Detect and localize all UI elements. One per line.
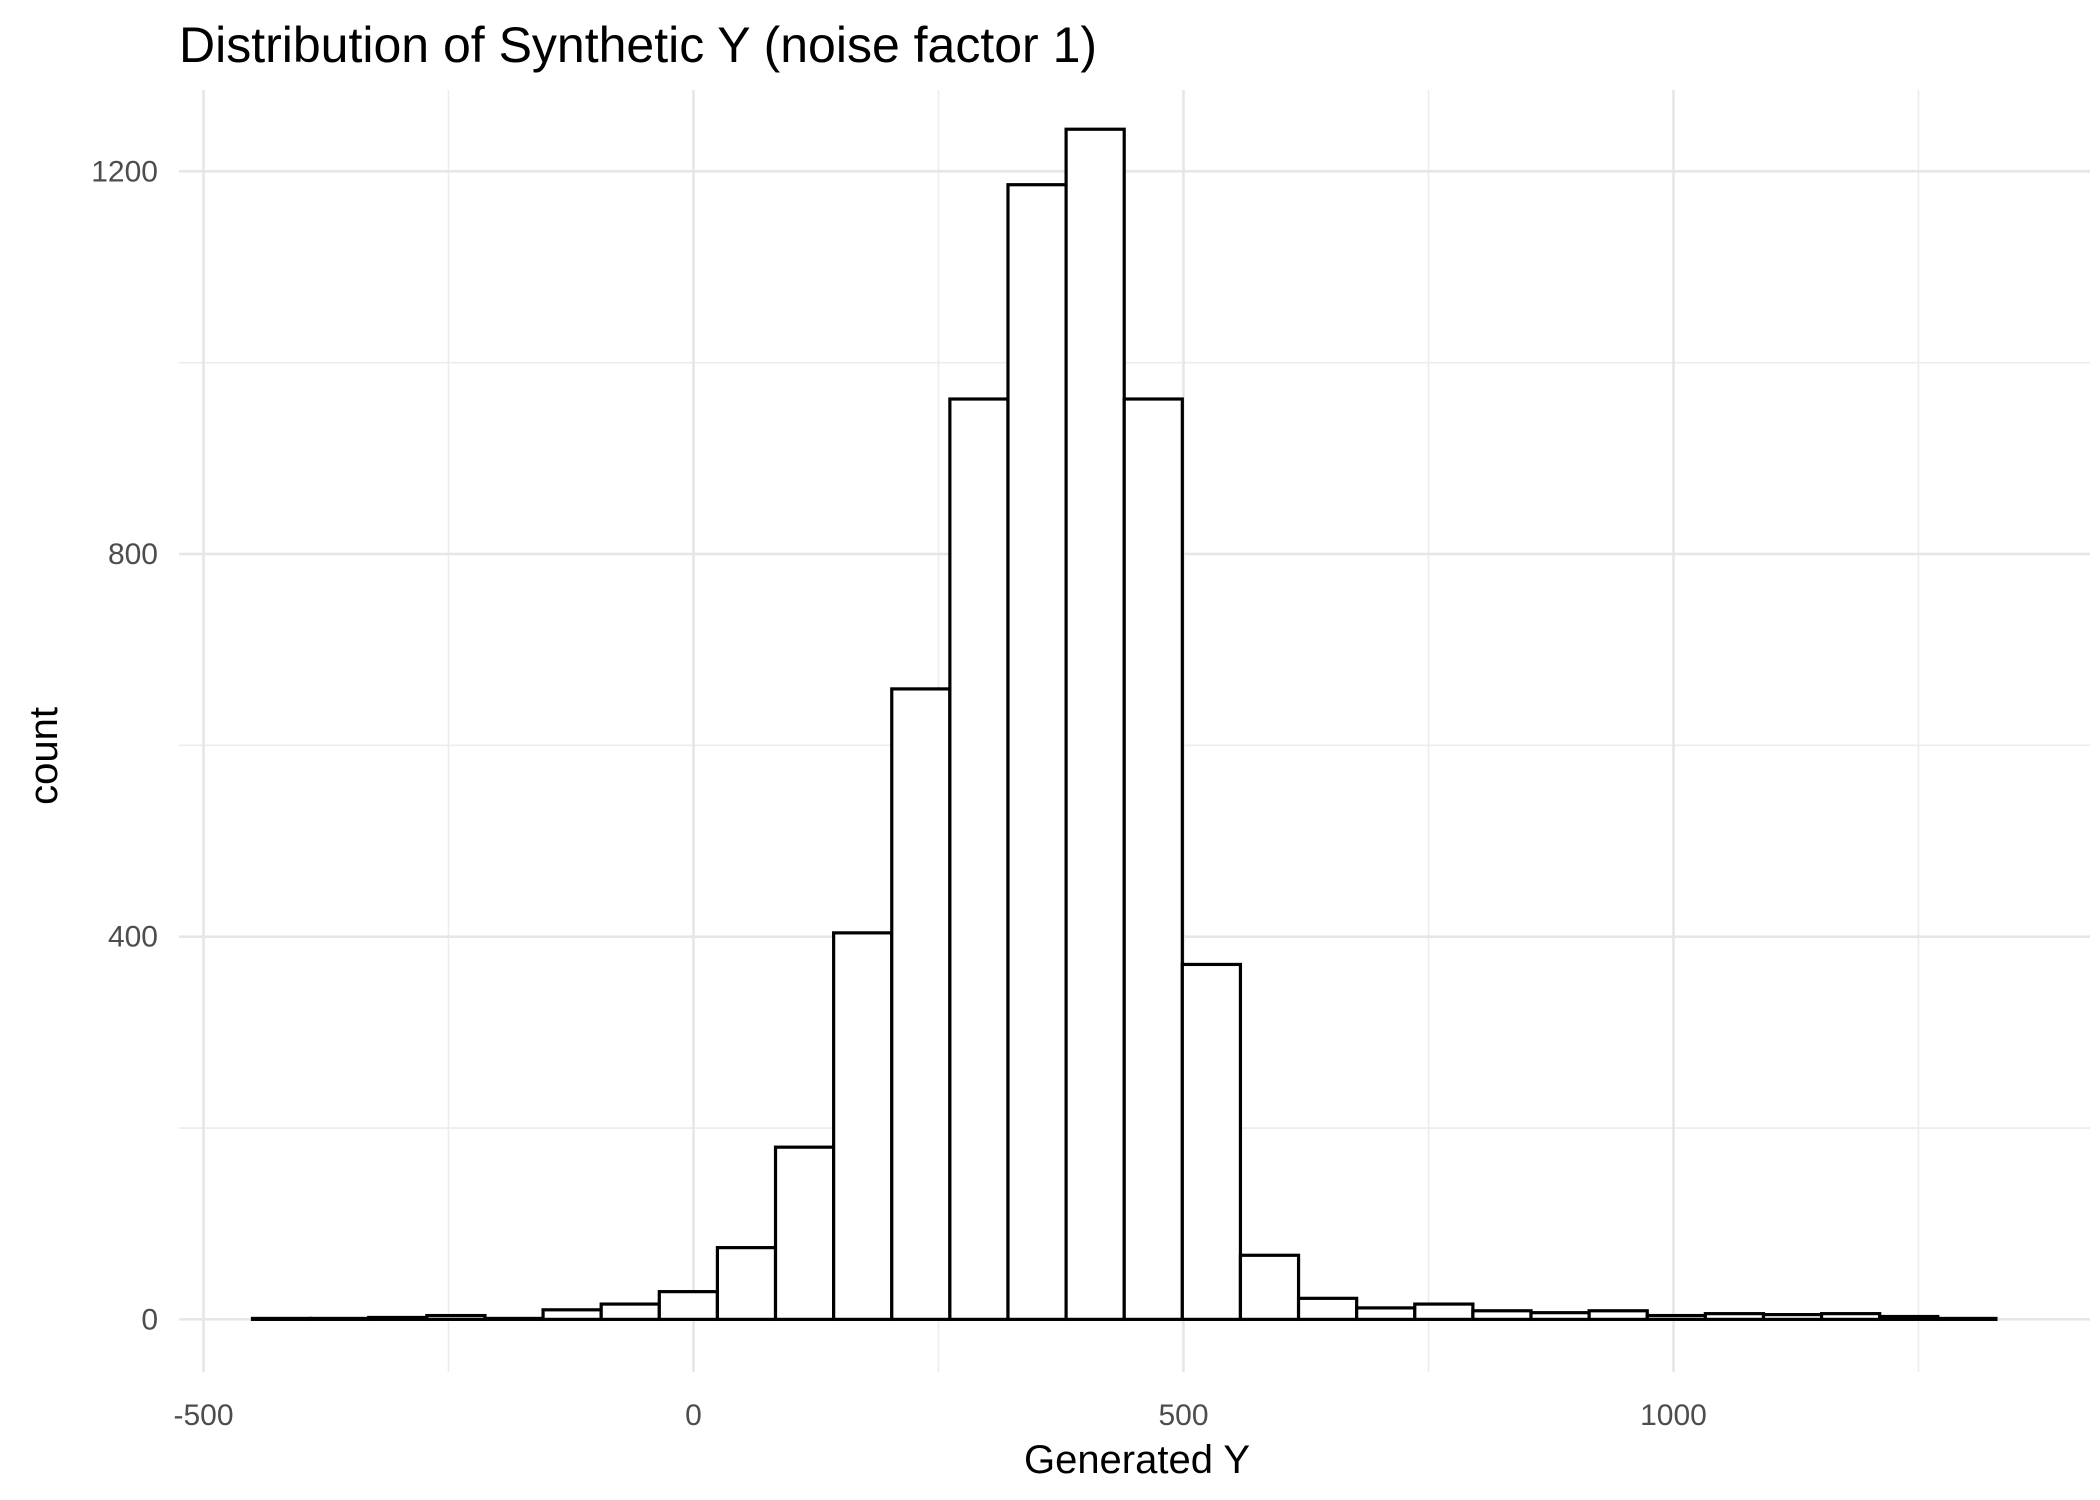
x-tick-label: 500 [1158, 1399, 1208, 1432]
histogram-bar [1413, 1302, 1475, 1321]
histogram-bar [1878, 1314, 1940, 1321]
histogram-bar [1122, 397, 1184, 1321]
histogram-bar [367, 1315, 429, 1321]
histogram-bar [890, 687, 952, 1321]
histogram-bar [1355, 1306, 1417, 1321]
histogram-bar [1761, 1312, 1824, 1321]
histogram-bar [1587, 1309, 1649, 1321]
histogram-bar [1006, 183, 1068, 1321]
histogram-bar [1296, 1296, 1359, 1321]
histogram-bars [250, 127, 1998, 1321]
x-axis-ticks: -500 0 500 1000 [173, 1399, 1706, 1432]
y-tick-label: 0 [141, 1303, 158, 1336]
histogram-bar [1703, 1312, 1766, 1321]
x-tick-label: -500 [173, 1399, 233, 1432]
histogram-bar [948, 397, 1010, 1321]
x-axis-title: Generated Y [1024, 1438, 1250, 1482]
histogram-bar [309, 1316, 371, 1321]
y-tick-label: 400 [108, 921, 158, 954]
histogram-bar [1936, 1316, 1998, 1321]
histogram-bar [541, 1308, 603, 1321]
histogram-bar [425, 1313, 487, 1321]
histogram-bar [1529, 1311, 1591, 1321]
histogram-bar [773, 1145, 836, 1321]
histogram-bar [1238, 1253, 1301, 1321]
histogram-bar [657, 1290, 720, 1321]
y-tick-label: 800 [108, 538, 158, 571]
x-tick-label: 1000 [1640, 1399, 1707, 1432]
x-tick-label: 0 [685, 1399, 702, 1432]
histogram-bar [715, 1246, 778, 1321]
histogram-bar [1180, 962, 1243, 1321]
chart-title: Distribution of Synthetic Y (noise facto… [179, 17, 1097, 73]
y-axis-title: count [22, 707, 66, 805]
histogram-bar [1064, 127, 1126, 1321]
histogram-bar [599, 1302, 661, 1321]
histogram-bar [483, 1316, 545, 1321]
histogram-bar [1645, 1313, 1707, 1321]
y-axis-ticks: 0 400 800 1200 [91, 155, 158, 1336]
histogram-bar [832, 931, 894, 1321]
y-tick-label: 1200 [91, 155, 158, 188]
histogram-bar [250, 1316, 313, 1321]
histogram-bar [1471, 1309, 1533, 1321]
histogram-bar [1819, 1312, 1882, 1321]
